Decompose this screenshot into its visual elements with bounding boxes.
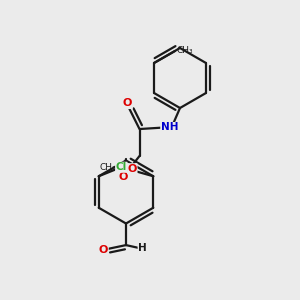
Text: O: O — [123, 98, 132, 109]
Text: CH₃: CH₃ — [99, 163, 116, 172]
Text: H: H — [138, 243, 147, 253]
Text: O: O — [128, 164, 137, 174]
Text: O: O — [99, 244, 108, 255]
Text: Cl: Cl — [116, 162, 127, 172]
Text: NH: NH — [161, 122, 178, 133]
Text: CH₃: CH₃ — [176, 46, 193, 56]
Text: O: O — [118, 172, 128, 182]
